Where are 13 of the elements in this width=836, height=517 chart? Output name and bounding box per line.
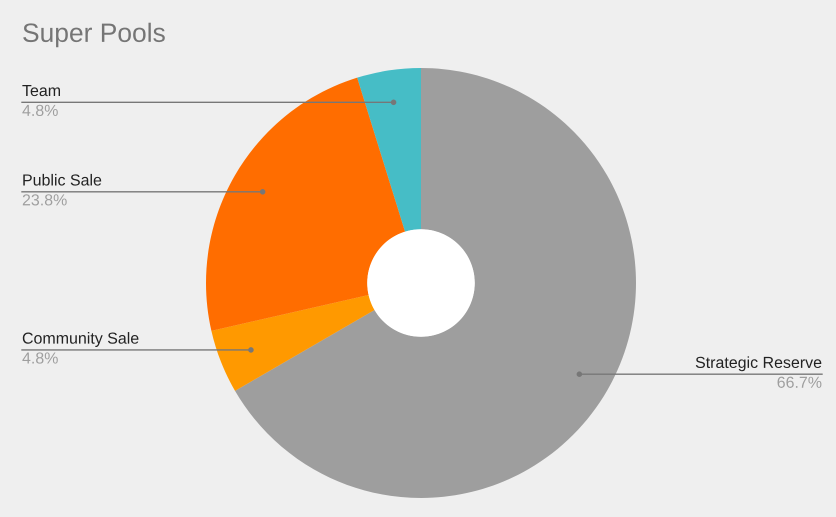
data-label: 4.8% — [22, 352, 58, 364]
donut-slice — [357, 68, 421, 232]
data-label: 23.8% — [22, 194, 67, 206]
slice-label: Public Sale — [23, 174, 102, 186]
slice-label: Community Sale — [22, 332, 138, 347]
data-label: 4.8% — [22, 104, 58, 116]
slice-label: Strategic Reserve — [696, 356, 822, 372]
donut-slice — [235, 68, 636, 498]
data-label: 66.7% — [778, 376, 822, 388]
slice-label: Team — [22, 85, 60, 96]
chart-title: Super Pools — [23, 22, 165, 48]
donut-slice — [211, 294, 375, 391]
donut-slice — [206, 78, 406, 331]
